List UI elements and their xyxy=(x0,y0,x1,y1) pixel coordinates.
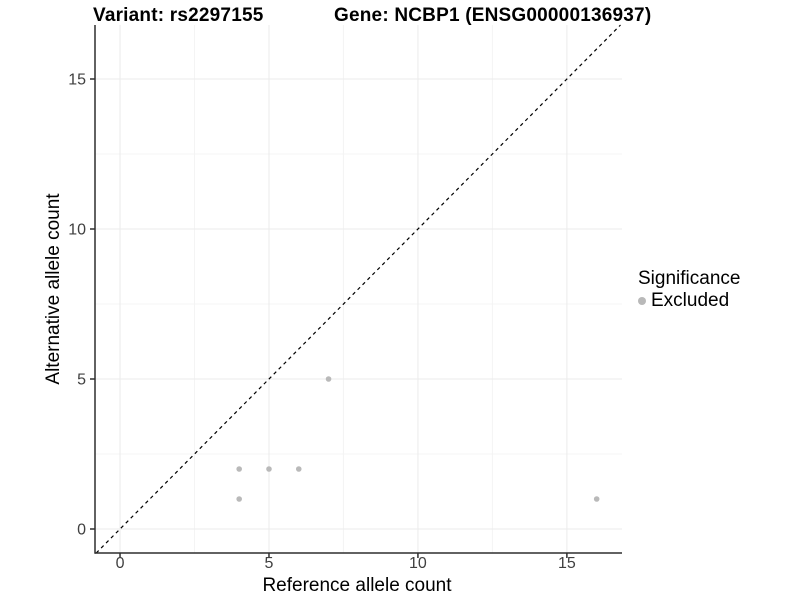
identity-line xyxy=(95,24,621,554)
legend-item-excluded: Excluded xyxy=(638,291,740,311)
plot-title-variant: Variant: rs2297155 xyxy=(93,5,264,26)
y-tick-label: 15 xyxy=(68,72,86,89)
legend-item-label: Excluded xyxy=(651,290,730,311)
x-tick-label: 10 xyxy=(409,555,427,572)
legend-title: Significance xyxy=(638,268,741,289)
data-point xyxy=(295,466,302,472)
x-tick-label: 0 xyxy=(116,555,125,572)
data-point xyxy=(236,496,242,502)
y-axis-title: Alternative allele count xyxy=(43,193,64,385)
y-tick-label: 0 xyxy=(77,522,86,539)
legend: Significance Excluded xyxy=(638,268,740,311)
x-tick-label: 5 xyxy=(265,555,274,572)
plot-title-gene: Gene: NCBP1 (ENSG00000136937) xyxy=(334,5,652,26)
data-point xyxy=(266,466,272,472)
y-tick-label: 10 xyxy=(68,222,86,239)
data-point xyxy=(593,496,600,502)
x-tick-label: 15 xyxy=(558,555,576,572)
data-point xyxy=(325,376,332,382)
excluded-point-icon xyxy=(638,297,646,305)
data-point xyxy=(236,466,242,472)
y-tick-label: 5 xyxy=(77,372,86,389)
x-axis-title: Reference allele count xyxy=(262,575,452,596)
